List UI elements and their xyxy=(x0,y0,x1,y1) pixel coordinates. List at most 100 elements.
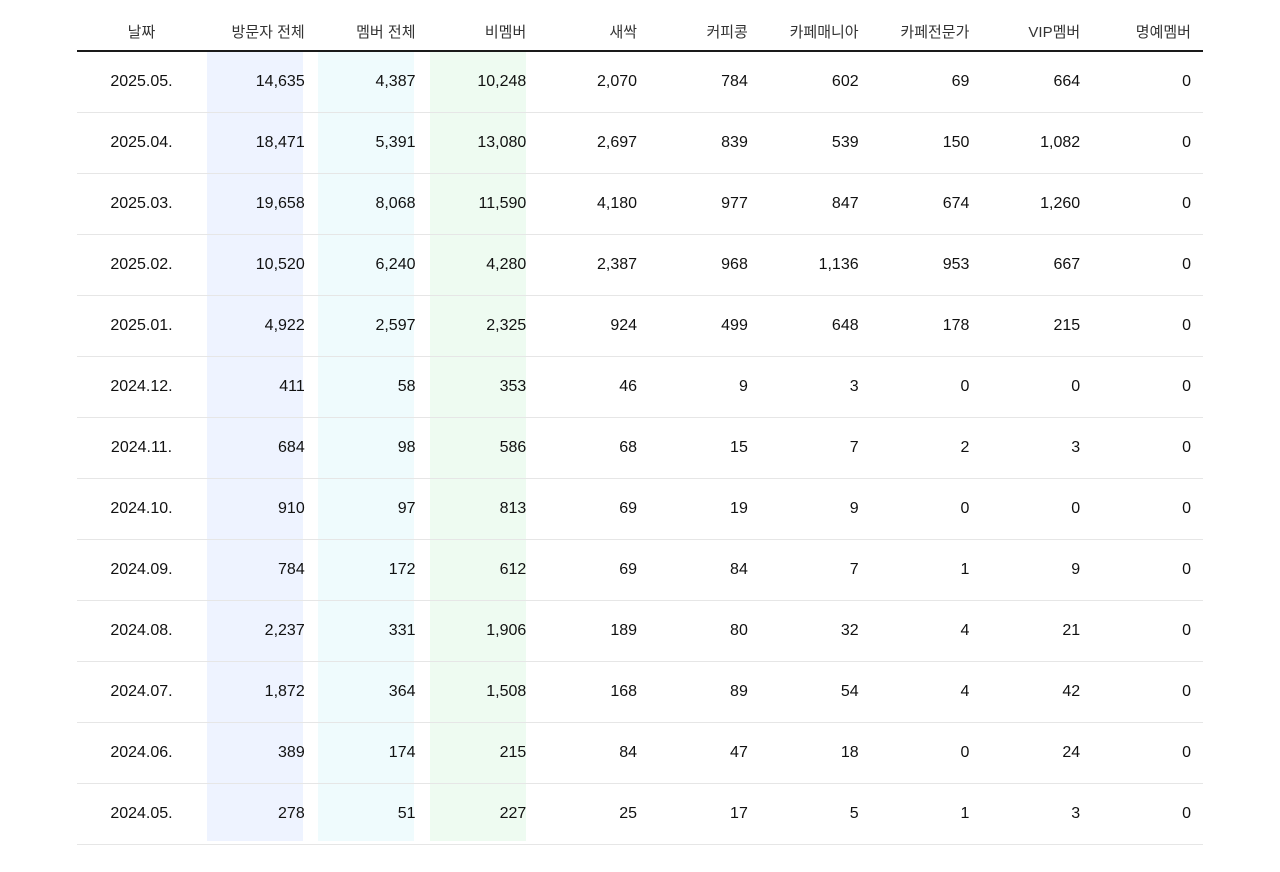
cell-vip-member: 664 xyxy=(1053,73,1081,90)
header-cafe-expert: 카페전문가 xyxy=(900,23,970,41)
cell-sprout: 68 xyxy=(619,439,638,456)
cell-cafe-expert: 2 xyxy=(960,439,970,456)
cell-non-members: 2,325 xyxy=(486,317,527,334)
cell-non-members: 227 xyxy=(499,805,527,822)
header-non-members: 비멤버 xyxy=(484,23,527,41)
cell-non-members: 215 xyxy=(499,744,527,761)
cell-sprout: 4,180 xyxy=(597,195,638,212)
cell-vip-member: 9 xyxy=(1071,561,1081,578)
cell-cafe-expert: 150 xyxy=(942,134,970,151)
cell-members-total: 364 xyxy=(388,683,416,700)
cell-cafe-expert: 1 xyxy=(960,561,970,578)
cell-honorary-member: 0 xyxy=(1182,256,1191,273)
cell-cafe-expert: 69 xyxy=(951,73,970,90)
cell-sprout: 2,697 xyxy=(597,134,638,151)
cell-honorary-member: 0 xyxy=(1182,744,1191,761)
cell-cafe-mania: 5 xyxy=(849,805,859,822)
cell-vip-member: 1,082 xyxy=(1040,134,1081,151)
cell-honorary-member: 0 xyxy=(1182,500,1191,517)
cell-non-members: 4,280 xyxy=(486,256,527,273)
cell-visitors-total: 684 xyxy=(278,439,305,456)
cell-vip-member: 3 xyxy=(1071,439,1081,456)
table-row: 2024.11. 684 98 586 68 15 7 2 3 0 xyxy=(77,418,1203,479)
cell-cafe-expert: 1 xyxy=(960,805,970,822)
cell-non-members: 813 xyxy=(499,500,527,517)
cell-visitors-total: 1,872 xyxy=(264,683,305,700)
cell-vip-member: 21 xyxy=(1062,622,1081,639)
cell-non-members: 1,508 xyxy=(486,683,527,700)
cell-date: 2024.07. xyxy=(110,683,173,700)
visitors-column-highlight xyxy=(207,52,303,841)
cell-date: 2024.11. xyxy=(110,439,173,456)
cell-vip-member: 3 xyxy=(1071,805,1081,822)
cell-coffee-bean: 784 xyxy=(721,73,748,90)
cell-cafe-expert: 953 xyxy=(942,256,970,273)
cell-coffee-bean: 15 xyxy=(730,439,748,456)
cell-members-total: 58 xyxy=(397,378,416,395)
cell-visitors-total: 389 xyxy=(278,744,305,761)
cell-cafe-mania: 18 xyxy=(840,744,859,761)
cell-coffee-bean: 80 xyxy=(730,622,748,639)
cell-cafe-expert: 0 xyxy=(960,378,970,395)
table-row: 2024.10. 910 97 813 69 19 9 0 0 0 xyxy=(77,479,1203,540)
header-members-total: 멤버 전체 xyxy=(356,23,416,41)
cell-members-total: 2,597 xyxy=(375,317,416,334)
cell-visitors-total: 14,635 xyxy=(255,73,305,90)
cell-cafe-mania: 7 xyxy=(849,561,859,578)
cell-cafe-mania: 7 xyxy=(849,439,859,456)
cell-honorary-member: 0 xyxy=(1182,73,1191,90)
table-row: 2024.09. 784 172 612 69 84 7 1 9 0 xyxy=(77,540,1203,601)
cell-visitors-total: 4,922 xyxy=(264,317,305,334)
cell-visitors-total: 910 xyxy=(278,500,305,517)
cell-coffee-bean: 499 xyxy=(721,317,748,334)
cell-honorary-member: 0 xyxy=(1182,439,1191,456)
cell-cafe-expert: 178 xyxy=(942,317,970,334)
cell-visitors-total: 278 xyxy=(278,805,305,822)
cell-cafe-mania: 1,136 xyxy=(818,256,859,273)
cell-date: 2024.08. xyxy=(110,622,173,639)
cell-cafe-expert: 4 xyxy=(960,683,970,700)
cell-cafe-mania: 54 xyxy=(840,683,859,700)
cell-sprout: 168 xyxy=(610,683,638,700)
cell-coffee-bean: 968 xyxy=(721,256,748,273)
cell-members-total: 6,240 xyxy=(375,256,416,273)
cell-members-total: 4,387 xyxy=(375,73,416,90)
members-column-highlight xyxy=(318,52,414,841)
cell-sprout: 189 xyxy=(610,622,638,639)
cell-non-members: 1,906 xyxy=(486,622,527,639)
cell-coffee-bean: 47 xyxy=(730,744,748,761)
cell-cafe-mania: 32 xyxy=(840,622,859,639)
table-body: 2025.05. 14,635 4,387 10,248 2,070 784 602 69 66… xyxy=(77,52,1203,845)
cell-coffee-bean: 977 xyxy=(721,195,748,212)
cell-sprout: 84 xyxy=(619,744,638,761)
nonmembers-column-highlight xyxy=(430,52,526,841)
header-vip-member: VIP멤버 xyxy=(1028,23,1081,41)
cell-coffee-bean: 839 xyxy=(721,134,748,151)
cell-honorary-member: 0 xyxy=(1182,317,1191,334)
cell-visitors-total: 2,237 xyxy=(264,622,305,639)
cell-date: 2024.10. xyxy=(110,500,173,517)
cell-honorary-member: 0 xyxy=(1182,683,1191,700)
cell-members-total: 51 xyxy=(397,805,416,822)
cell-cafe-mania: 9 xyxy=(849,500,859,517)
cell-visitors-total: 10,520 xyxy=(255,256,305,273)
cell-sprout: 46 xyxy=(619,378,638,395)
cell-honorary-member: 0 xyxy=(1182,622,1191,639)
cell-honorary-member: 0 xyxy=(1182,195,1191,212)
cell-non-members: 612 xyxy=(499,561,527,578)
cell-sprout: 2,070 xyxy=(597,73,638,90)
cell-cafe-mania: 539 xyxy=(831,134,859,151)
cell-non-members: 11,590 xyxy=(478,195,527,212)
cell-date: 2024.05. xyxy=(110,805,173,822)
cell-members-total: 172 xyxy=(388,561,416,578)
cell-cafe-mania: 3 xyxy=(849,378,859,395)
cell-cafe-mania: 602 xyxy=(831,73,859,90)
cell-vip-member: 0 xyxy=(1071,500,1081,517)
cell-date: 2024.09. xyxy=(110,561,173,578)
cell-vip-member: 1,260 xyxy=(1040,195,1081,212)
cell-date: 2025.03. xyxy=(110,195,173,212)
table-row: 2025.01. 4,922 2,597 2,325 924 499 648 178 215 0 xyxy=(77,296,1203,357)
cell-coffee-bean: 9 xyxy=(738,378,748,395)
table-row: 2025.02. 10,520 6,240 4,280 2,387 968 1,136 953… xyxy=(77,235,1203,296)
cell-honorary-member: 0 xyxy=(1182,561,1191,578)
